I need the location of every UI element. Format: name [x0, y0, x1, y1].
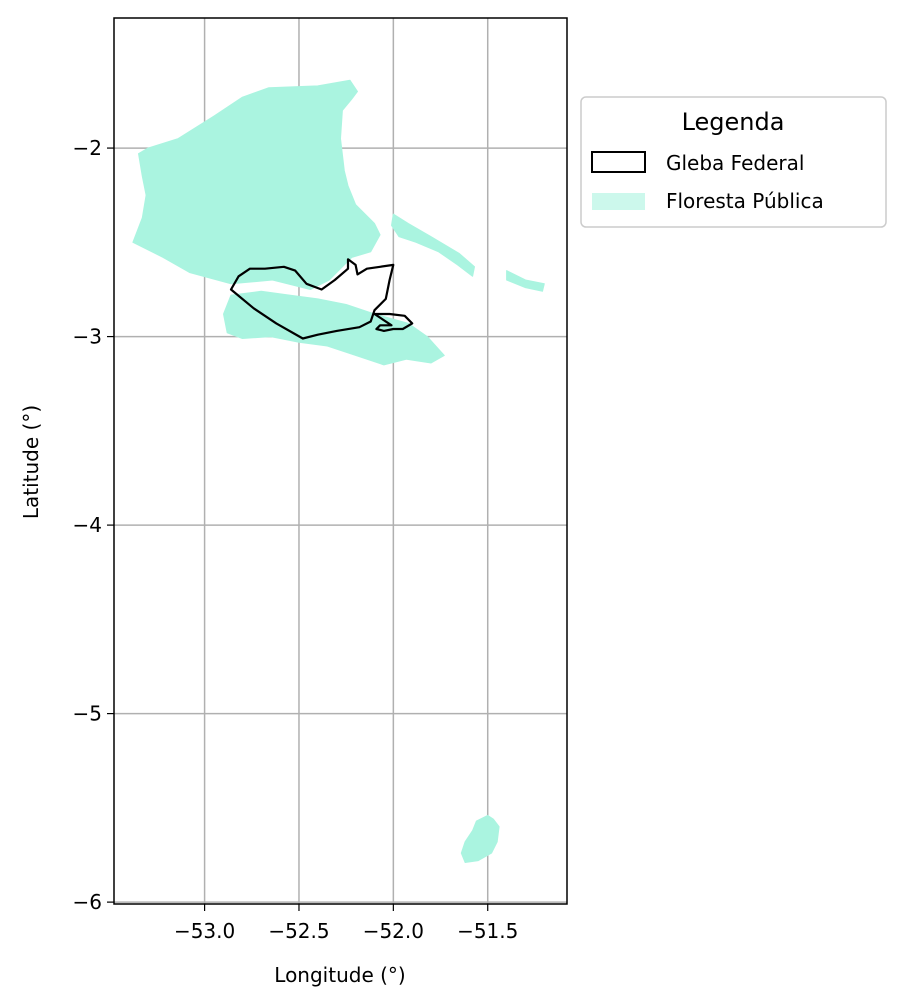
legend-swatch-gleba-federal: [591, 151, 646, 173]
x-tick-label: −53.0: [174, 919, 235, 943]
y-axis-label: Latitude (°): [19, 405, 43, 519]
map-layers: [132, 79, 545, 863]
x-tick-label: −51.5: [457, 919, 518, 943]
x-axis-label: Longitude (°): [274, 963, 405, 987]
gleba-federal-boundary: [229, 258, 395, 340]
floresta-publica-area: [391, 213, 475, 277]
y-tick-label: −5: [73, 702, 102, 726]
floresta-publica-area: [223, 290, 445, 366]
floresta-publica-area: [132, 79, 381, 290]
y-tick-label: −4: [73, 513, 102, 537]
floresta-publica-area: [460, 814, 500, 863]
axis-ticks: −53.0 −52.5 −52.0 −51.5 −2 −3 −4 −5 −6: [73, 136, 519, 943]
plot-frame: [113, 17, 568, 905]
gleba-federal-boundary: [373, 312, 414, 332]
legend-label-gleba-federal: Gleba Federal: [666, 151, 804, 175]
x-tick-label: −52.5: [268, 919, 329, 943]
legend: Legenda Gleba Federal Floresta Pública: [580, 96, 887, 228]
y-tick-label: −6: [73, 890, 102, 914]
legend-swatch-floresta-publica: [592, 193, 645, 210]
floresta-publica-area: [506, 270, 545, 292]
legend-label-floresta-publica: Floresta Pública: [666, 189, 824, 213]
x-tick-label: −52.0: [363, 919, 424, 943]
legend-title: Legenda: [682, 108, 785, 136]
legend-box: [580, 96, 887, 228]
y-tick-label: −2: [73, 136, 102, 160]
y-tick-label: −3: [73, 325, 102, 349]
